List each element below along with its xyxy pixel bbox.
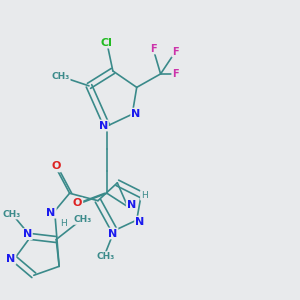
- Text: F: F: [172, 69, 179, 79]
- Text: H: H: [60, 219, 66, 228]
- Text: F: F: [172, 46, 179, 57]
- Text: N: N: [99, 121, 108, 130]
- Text: F: F: [150, 44, 156, 54]
- Text: H: H: [141, 191, 148, 200]
- Text: N: N: [46, 208, 56, 218]
- Text: CH₃: CH₃: [2, 210, 21, 219]
- Text: N: N: [6, 254, 16, 264]
- Text: Cl: Cl: [101, 38, 113, 48]
- Text: CH₃: CH₃: [96, 252, 115, 261]
- Text: N: N: [135, 217, 144, 226]
- Text: CH₃: CH₃: [52, 72, 70, 81]
- Text: O: O: [73, 198, 82, 208]
- Text: CH₃: CH₃: [74, 215, 92, 224]
- Text: N: N: [22, 229, 32, 239]
- Text: N: N: [127, 200, 136, 210]
- Text: N: N: [108, 229, 118, 238]
- Text: O: O: [52, 161, 61, 171]
- Text: N: N: [131, 109, 140, 118]
